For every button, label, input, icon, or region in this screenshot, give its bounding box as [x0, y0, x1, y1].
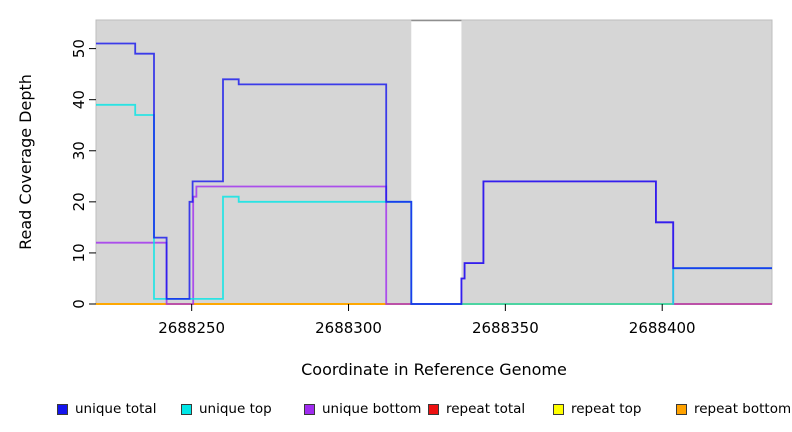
y-axis: 0 10 20 30 40 50 [70, 39, 96, 309]
y-axis-title: Read Coverage Depth [16, 74, 35, 250]
legend-swatch-icon [428, 403, 439, 415]
legend-item-repeat-total: repeat total [428, 397, 525, 421]
y-tick-label: 40 [70, 90, 88, 109]
x-tick-label: 2688350 [472, 319, 539, 337]
series-line-unique-top [96, 103, 772, 305]
x-axis: 2688250 2688300 2688350 2688400 [158, 304, 696, 337]
legend-item-unique-bottom: unique bottom [304, 397, 421, 421]
y-tick-label: 50 [70, 39, 88, 58]
gap-region [411, 19, 462, 304]
gap-band [411, 20, 462, 304]
legend-item-repeat-bottom: repeat bottom [676, 397, 791, 421]
series-line-unique-total [96, 42, 772, 305]
series-lines [96, 42, 772, 305]
plot-svg: 2688250 2688300 2688350 2688400 0 10 20 30 40 50… [16, 19, 773, 379]
x-axis-title: Coordinate in Reference Genome [301, 360, 567, 379]
legend-item-unique-total: unique total [57, 397, 156, 421]
legend-item-unique-top: unique top [181, 397, 272, 421]
y-tick-label: 0 [70, 299, 88, 309]
legend-swatch-icon [553, 403, 564, 415]
legend-label: unique total [75, 401, 157, 417]
y-tick-label: 30 [70, 141, 88, 160]
x-tick-label: 2688400 [629, 319, 696, 337]
y-tick-label: 10 [70, 243, 88, 262]
legend-swatch-icon [57, 403, 68, 415]
x-tick-label: 2688250 [158, 319, 225, 337]
legend-label: repeat bottom [694, 401, 792, 417]
legend-label: unique top [199, 401, 272, 417]
legend-swatch-icon [181, 403, 192, 415]
x-tick-label: 2688300 [315, 319, 382, 337]
legend-label: unique bottom [322, 401, 422, 417]
legend-label: repeat total [446, 401, 526, 417]
legend-swatch-icon [676, 403, 687, 415]
y-tick-label: 20 [70, 192, 88, 211]
legend: unique total unique top unique bottom repea… [0, 397, 792, 421]
legend-item-repeat-top: repeat top [553, 397, 641, 421]
legend-swatch-icon [304, 403, 315, 415]
legend-label: repeat top [571, 401, 642, 417]
